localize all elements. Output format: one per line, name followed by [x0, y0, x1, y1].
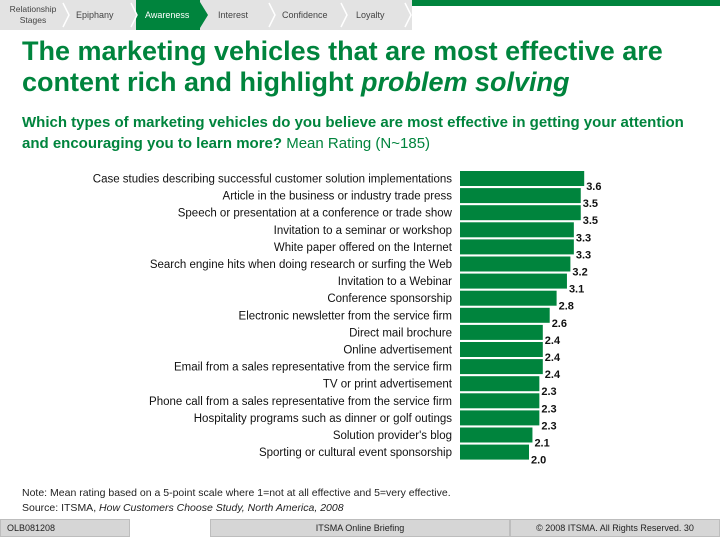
bar	[460, 290, 557, 306]
bar	[460, 256, 571, 272]
value-label: 3.5	[583, 198, 598, 210]
title-line-1: The marketing vehicles that are most eff…	[22, 36, 663, 66]
question-text: Which types of marketing vehicles do you…	[22, 114, 684, 152]
category-label: Search engine hits when doing research o…	[150, 259, 452, 271]
value-label: 2.3	[541, 386, 556, 398]
category-label: Email from a sales representative from t…	[174, 362, 452, 374]
category-label: Phone call from a sales representative f…	[149, 396, 452, 408]
value-label: 3.3	[576, 232, 591, 244]
bar	[460, 427, 533, 443]
nav-loyalty[interactable]: Loyalty	[356, 10, 385, 20]
value-label: 2.0	[531, 455, 546, 467]
value-label: 2.4	[545, 352, 561, 364]
chevron-right-icon	[62, 2, 70, 28]
bar	[460, 239, 574, 255]
nav-epiphany[interactable]: Epiphany	[76, 10, 114, 20]
page-title: The marketing vehicles that are most eff…	[22, 36, 712, 98]
question-suffix: Mean Rating (N~185)	[282, 135, 431, 152]
source-prefix: Source: ITSMA,	[22, 502, 100, 514]
bar	[460, 171, 585, 186]
category-label: Conference sponsorship	[327, 293, 452, 305]
footer-title: ITSMA Online Briefing	[210, 519, 510, 537]
nav-relationship-stages[interactable]: Relationship Stages	[9, 4, 57, 25]
category-label: Electronic newsletter from the service f…	[239, 310, 452, 322]
value-label: 3.6	[586, 181, 601, 193]
bar	[460, 307, 550, 323]
nav-awareness[interactable]: Awareness	[145, 10, 190, 20]
nav-interest[interactable]: Interest	[218, 10, 249, 20]
chevron-right-icon	[268, 2, 276, 28]
value-label: 3.3	[576, 249, 591, 261]
bar-chart: Case studies describing successful custo…	[93, 171, 601, 467]
nav-active-highlight	[136, 0, 200, 30]
value-label: 3.2	[572, 267, 587, 279]
note-line: Note: Mean rating based on a 5-point sca…	[22, 487, 451, 499]
footer-copyright: © 2008 ITSMA. All Rights Reserved. 30	[510, 519, 720, 537]
category-label: Speech or presentation at a conference o…	[178, 208, 453, 220]
value-label: 2.4	[545, 369, 561, 381]
bar	[460, 359, 543, 375]
value-label: 2.3	[541, 403, 556, 415]
bar	[460, 376, 540, 392]
category-label: Invitation to a seminar or workshop	[274, 225, 452, 237]
value-label: 2.4	[545, 335, 561, 347]
value-label: 2.1	[534, 438, 549, 450]
category-label: Sporting or cultural event sponsorship	[259, 447, 452, 459]
bar	[460, 410, 540, 426]
source-line: Source: ITSMA, How Customers Choose Stud…	[22, 501, 451, 516]
chart-note: Note: Mean rating based on a 5-point sca…	[22, 486, 451, 516]
bar	[460, 273, 567, 289]
source-title: How Customers Choose Study, North Americ…	[99, 502, 344, 514]
category-label: Online advertisement	[343, 345, 452, 357]
value-label: 2.6	[552, 318, 567, 330]
chevron-right-icon	[200, 2, 208, 28]
title-emphasis: problem solving	[360, 67, 570, 97]
stage-navigation: Relationship Stages Epiphany Awareness I…	[0, 0, 720, 30]
category-label: TV or print advertisement	[323, 379, 453, 391]
category-label: Case studies describing successful custo…	[93, 174, 452, 186]
category-label: Solution provider's blog	[333, 430, 452, 442]
footer-code: OLB081208	[0, 519, 130, 537]
category-label: Hospitality programs such as dinner or g…	[194, 413, 452, 425]
category-label: White paper offered on the Internet	[274, 242, 453, 254]
category-label: Direct mail brochure	[349, 327, 452, 339]
bar	[460, 393, 540, 409]
bar	[460, 342, 543, 357]
chevron-right-icon	[130, 2, 138, 28]
category-label: Invitation to a Webinar	[338, 276, 452, 288]
chart-question: Which types of marketing vehicles do you…	[22, 112, 712, 154]
nav-green-rule	[412, 0, 720, 6]
value-label: 2.8	[559, 301, 574, 313]
value-label: 3.1	[569, 284, 584, 296]
nav-confidence[interactable]: Confidence	[282, 10, 328, 20]
footer: OLB081208 ITSMA Online Briefing © 2008 I…	[0, 518, 720, 540]
bar	[460, 324, 543, 340]
title-line-2: content rich and highlight	[22, 67, 361, 97]
chevron-right-icon	[340, 2, 348, 28]
bar	[460, 188, 581, 204]
bar	[460, 205, 581, 221]
bar	[460, 444, 529, 460]
chevron-right-icon	[404, 2, 412, 28]
category-label: Article in the business or industry trad…	[223, 191, 453, 203]
bar	[460, 222, 574, 238]
value-label: 3.5	[583, 215, 598, 227]
value-label: 2.3	[541, 420, 556, 432]
